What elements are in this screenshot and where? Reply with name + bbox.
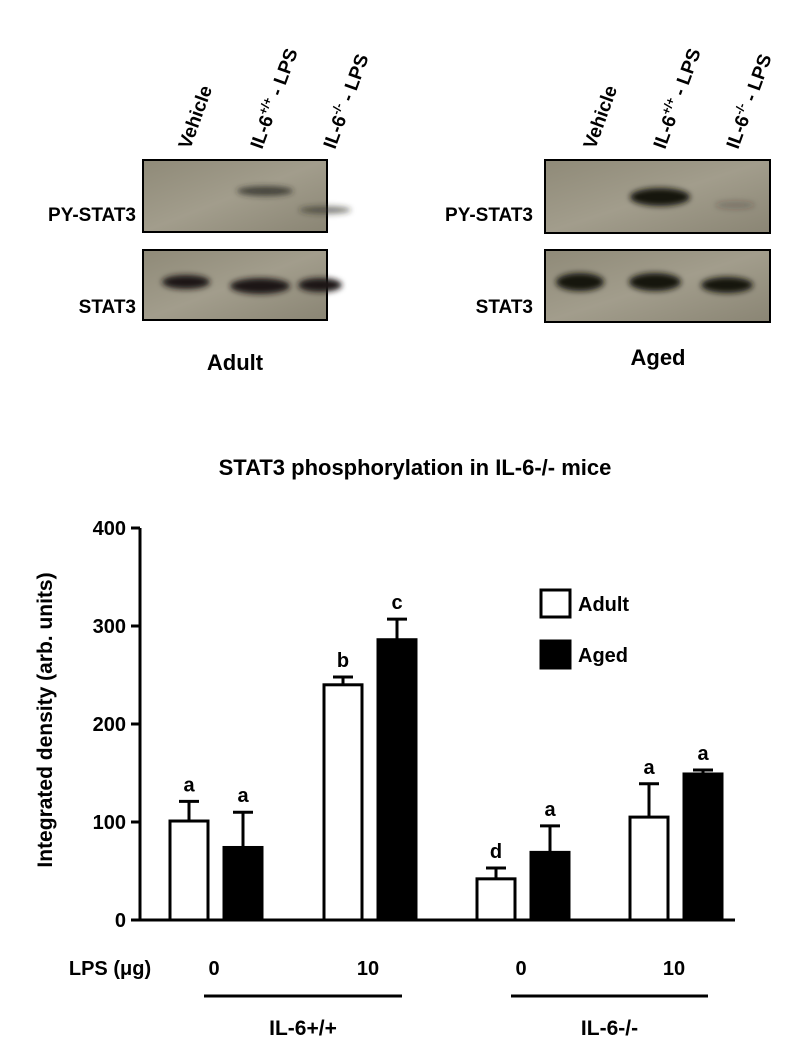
bar (529, 850, 571, 922)
lane-label: IL-6+/+ - LPS (244, 45, 302, 152)
blot-panels (142, 159, 771, 323)
x-tick-label: 0 (515, 958, 526, 980)
group-label: IL-6+/+ (269, 1017, 337, 1040)
legend-swatch (539, 588, 572, 619)
x-tick-label: 0 (208, 958, 219, 980)
significance-letter: c (391, 592, 402, 614)
lane-label-text: IL-6 (650, 113, 681, 152)
lane-label-sup: -/- (732, 101, 749, 116)
legend-label: Adult (578, 594, 629, 616)
group-label: IL-6-/- (581, 1017, 638, 1040)
bar (628, 815, 670, 922)
significance-letter: a (643, 757, 655, 779)
lane-label-text: IL-6 (320, 113, 351, 152)
lane-label-sup: +/+ (659, 95, 678, 116)
band (715, 201, 755, 209)
significance-letter: a (544, 799, 556, 821)
lane-label: IL-6-/- - LPS (317, 51, 373, 152)
bar (376, 638, 418, 922)
legend-label: Aged (578, 645, 628, 667)
bands (162, 186, 755, 294)
y-tick-label: 400 (93, 518, 126, 540)
band (701, 277, 753, 293)
lane-label: Vehicle (580, 83, 622, 152)
row-label: PY-STAT3 (48, 205, 136, 226)
significance-letter: a (237, 785, 249, 807)
lane-label-sup: +/+ (256, 95, 275, 116)
lane-label-text: - LPS (264, 46, 302, 104)
chart-title: STAT3 phosphorylation in IL-6-/- mice (219, 455, 612, 480)
x-tick-label: 10 (663, 958, 685, 980)
panel-label: Adult (207, 350, 264, 375)
band (237, 186, 293, 196)
significance-letter: b (337, 650, 349, 672)
membrane (142, 159, 328, 233)
band (230, 278, 290, 294)
y-tick-label: 300 (93, 616, 126, 638)
x-tick-label: 10 (357, 958, 379, 980)
lane-label-text: - LPS (667, 46, 705, 104)
bar (168, 819, 210, 922)
y-tick-label: 100 (93, 812, 126, 834)
row-label: STAT3 (79, 297, 136, 318)
lane-label: IL-6-/- - LPS (720, 51, 776, 152)
row-label: STAT3 (476, 297, 533, 318)
y-tick-label: 200 (93, 714, 126, 736)
y-tick-label: 0 (115, 910, 126, 932)
significance-letter: a (183, 774, 195, 796)
significance-letter: a (697, 743, 709, 765)
band (630, 188, 690, 206)
band (629, 273, 681, 291)
band (556, 273, 604, 291)
band (162, 275, 210, 289)
lane-label-sup: -/- (329, 101, 346, 116)
panel-label: Aged (631, 345, 686, 370)
lane-label-text: IL-6 (723, 113, 754, 152)
bar (322, 683, 364, 922)
lane-label-text: - LPS (738, 52, 776, 110)
legend-swatch (539, 639, 572, 670)
lane-label: IL-6+/+ - LPS (647, 45, 705, 152)
lane-label-text: Vehicle (580, 83, 622, 152)
lane-label-text: IL-6 (247, 113, 278, 152)
bar (682, 772, 724, 922)
significance-letter: d (490, 841, 502, 863)
lane-label-text: Vehicle (175, 83, 217, 152)
band (299, 206, 351, 214)
lane-label-text: - LPS (335, 52, 373, 110)
lane-label: Vehicle (175, 83, 217, 152)
y-axis-label: Integrated density (arb. units) (34, 572, 57, 867)
bar (475, 877, 517, 922)
bar (222, 845, 264, 922)
x-axis-label: LPS (μg) (69, 958, 151, 980)
row-label: PY-STAT3 (445, 205, 533, 226)
band (298, 278, 342, 292)
